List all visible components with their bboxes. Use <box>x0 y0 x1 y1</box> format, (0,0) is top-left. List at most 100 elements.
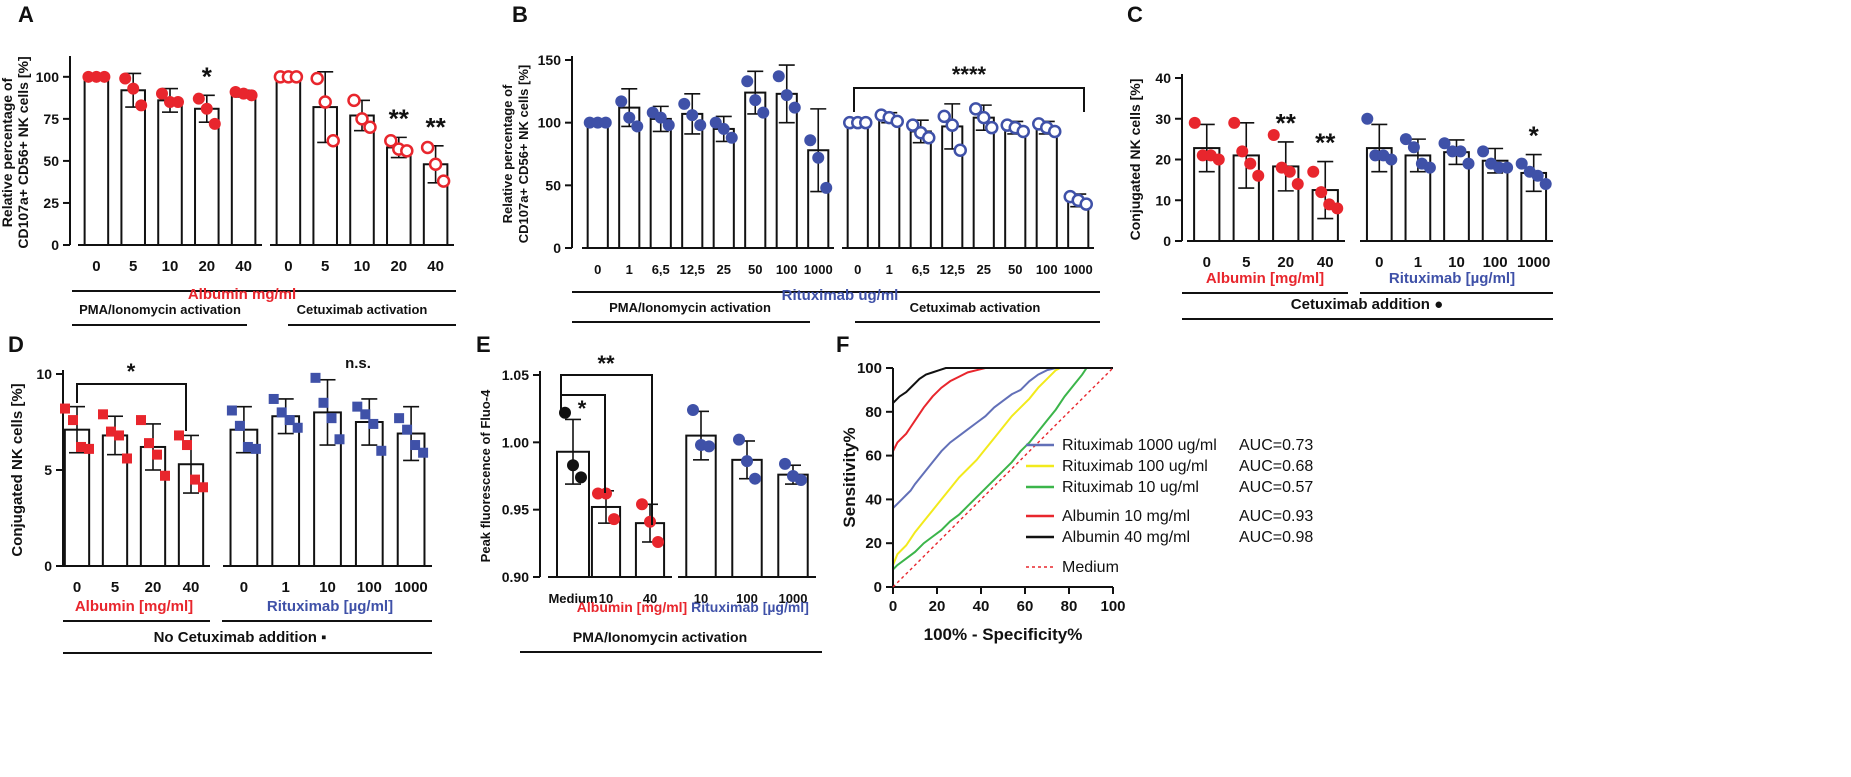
data-point <box>1079 197 1093 211</box>
y-tick-label: 0 <box>874 579 882 596</box>
data-point <box>1385 153 1398 166</box>
ns-label: n.s. <box>345 355 371 372</box>
significance-label: ** <box>425 112 446 142</box>
roc-curve <box>892 367 1113 587</box>
data-point <box>360 409 371 420</box>
data-point <box>289 70 304 84</box>
data-point <box>76 441 86 452</box>
group-label: Rituximab [µg/ml] <box>691 599 809 615</box>
data-point <box>779 457 791 470</box>
x-tick-label: 1000 <box>1064 262 1093 277</box>
data-point <box>687 404 699 417</box>
data-point <box>1407 141 1420 154</box>
data-point <box>1399 133 1412 146</box>
significance-label: * <box>202 61 213 91</box>
data-point <box>284 415 295 426</box>
data-point <box>84 443 94 454</box>
data-point <box>242 441 253 452</box>
data-point <box>310 372 321 383</box>
x-axis-title: Albumin mg/ml <box>188 286 296 303</box>
bar <box>83 75 110 247</box>
x-tick-label: 1 <box>626 262 633 277</box>
x-tick-label: 25 <box>977 262 991 277</box>
x-tick-label: 1000 <box>394 579 427 596</box>
legend-auc: AUC=0.98 <box>1239 529 1313 546</box>
roc-curve <box>892 367 1113 587</box>
data-point <box>192 92 205 105</box>
data-point <box>662 119 675 132</box>
data-point <box>136 415 146 426</box>
bar <box>120 89 146 247</box>
data-point <box>208 117 221 130</box>
data-point <box>652 535 664 548</box>
x-tick-label: 0 <box>73 579 81 596</box>
data-point <box>733 433 745 446</box>
significance-bracket <box>853 87 1085 112</box>
x-tick-label: 6,5 <box>652 262 670 277</box>
bar <box>1481 159 1509 242</box>
group-label: Rituximab [µg/ml] <box>267 598 393 615</box>
data-point <box>268 393 279 404</box>
x-tick-label: 100 <box>1483 254 1508 271</box>
data-point <box>654 111 667 124</box>
data-point <box>198 482 208 493</box>
x-tick-label: 6,5 <box>912 262 930 277</box>
x-tick-label: 0 <box>594 262 601 277</box>
data-point <box>144 438 154 449</box>
bar <box>777 473 809 578</box>
data-point <box>402 424 413 435</box>
bar <box>909 130 932 249</box>
data-point <box>318 95 332 109</box>
bar <box>349 114 375 246</box>
data-point <box>945 118 959 132</box>
data-point <box>400 144 414 158</box>
x-tick-label: 0 <box>1375 254 1383 271</box>
y-axis-label: Peak fluorescence of Fluo-4 <box>478 389 493 562</box>
data-point <box>788 101 801 114</box>
data-point <box>334 434 345 445</box>
y-axis-label-line: Relative percentage of <box>0 77 15 227</box>
data-point <box>725 131 738 144</box>
significance-label: ** <box>597 351 615 376</box>
data-point <box>60 403 70 414</box>
data-point <box>749 94 762 107</box>
data-point <box>98 70 111 83</box>
bar <box>230 92 257 246</box>
data-point <box>135 99 148 112</box>
x-tick-label: 0 <box>854 262 861 277</box>
data-point <box>190 474 200 485</box>
bar <box>878 116 901 249</box>
group-label: Albumin [mg/ml] <box>75 598 193 615</box>
data-point <box>1462 157 1475 170</box>
data-point <box>418 447 429 458</box>
data-point <box>575 471 587 484</box>
legend-auc: AUC=0.57 <box>1239 479 1313 496</box>
data-point <box>1048 124 1062 139</box>
y-axis-label: Sensitivity% <box>840 427 859 527</box>
legend-label: Rituximab 1000 ug/ml <box>1062 437 1217 454</box>
x-tick-label: 1 <box>886 262 893 277</box>
data-point <box>1307 165 1320 178</box>
panel-D: 0 5 10 Conjugated NK cells [%] 0 5 20 40 0 1 10 100… <box>9 366 432 654</box>
panel-letter: F <box>836 332 849 357</box>
significance-bracket <box>76 383 187 431</box>
significance-label: * <box>1529 121 1540 151</box>
data-point <box>368 418 379 429</box>
data-point <box>106 426 116 437</box>
group-label: Albumin [mg/ml] <box>1206 270 1324 287</box>
x-tick-label: 10 <box>162 258 179 275</box>
data-point <box>310 71 324 86</box>
data-point <box>234 420 245 431</box>
bar <box>1004 126 1027 249</box>
bar <box>972 116 995 249</box>
y-tick-label: 10 <box>36 366 52 382</box>
data-point <box>1515 157 1528 170</box>
significance-bracket <box>560 394 606 493</box>
data-point <box>969 102 983 116</box>
significance-label: ** <box>389 103 410 133</box>
x-tick-label: 100 <box>1036 262 1058 277</box>
roc-curve <box>892 367 1113 566</box>
data-point <box>436 174 451 188</box>
data-point <box>420 140 435 155</box>
